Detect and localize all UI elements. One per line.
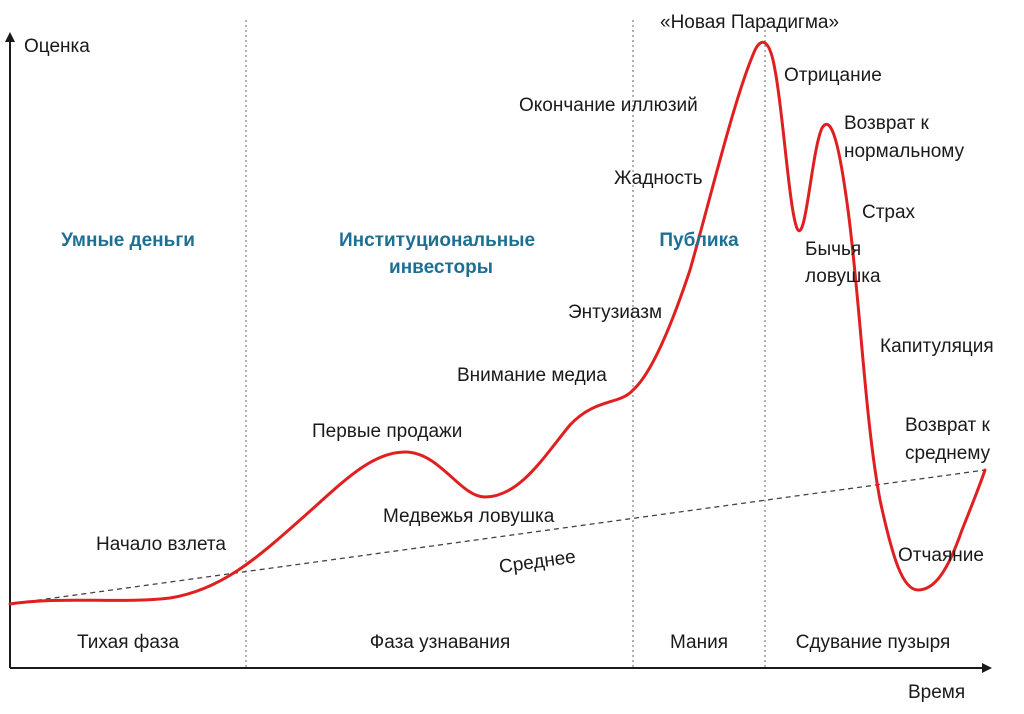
stage-bull-trap-line1: Бычья [805,239,861,260]
phase-blowoff: Сдувание пузыря [796,632,951,653]
stage-mean: Среднее [498,546,577,578]
stage-takeoff: Начало взлета [96,534,226,555]
stage-capitulation: Капитуляция [880,336,994,357]
group-institutional-line2: инвесторы [389,257,493,278]
stage-new-paradigm: «Новая Парадигма» [660,12,839,33]
phase-mania: Мания [670,632,728,653]
y-axis-label: Оценка [24,36,90,57]
stage-media: Внимание медиа [457,365,607,386]
stage-denial: Отрицание [784,65,882,86]
stage-bear-trap: Медвежья ловушка [383,506,555,527]
stage-delusion: Окончание иллюзий [519,95,698,116]
stage-return-normal-line2: нормальному [844,141,965,162]
stage-bull-trap-line2: ловушка [805,266,881,287]
mean-line [9,469,986,605]
phase-stealth: Тихая фаза [77,632,180,653]
bubble-curve [8,40,987,606]
group-public: Публика [659,230,739,251]
x-axis-label: Время [908,682,965,703]
stage-return-mean-line1: Возврат к [905,415,991,436]
stage-return-mean-line2: среднему [905,443,991,464]
group-smart-money: Умные деньги [61,230,195,251]
stage-enthusiasm: Энтузиазм [568,302,662,323]
group-institutional-line1: Институциональные [339,230,535,251]
stage-greed: Жадность [614,168,703,189]
stage-despair: Отчаяние [898,545,984,566]
stage-first-sell: Первые продажи [312,421,462,442]
stage-return-normal-line1: Возврат к [844,113,930,134]
stage-fear: Страх [862,202,916,223]
phase-awareness: Фаза узнавания [370,632,510,653]
